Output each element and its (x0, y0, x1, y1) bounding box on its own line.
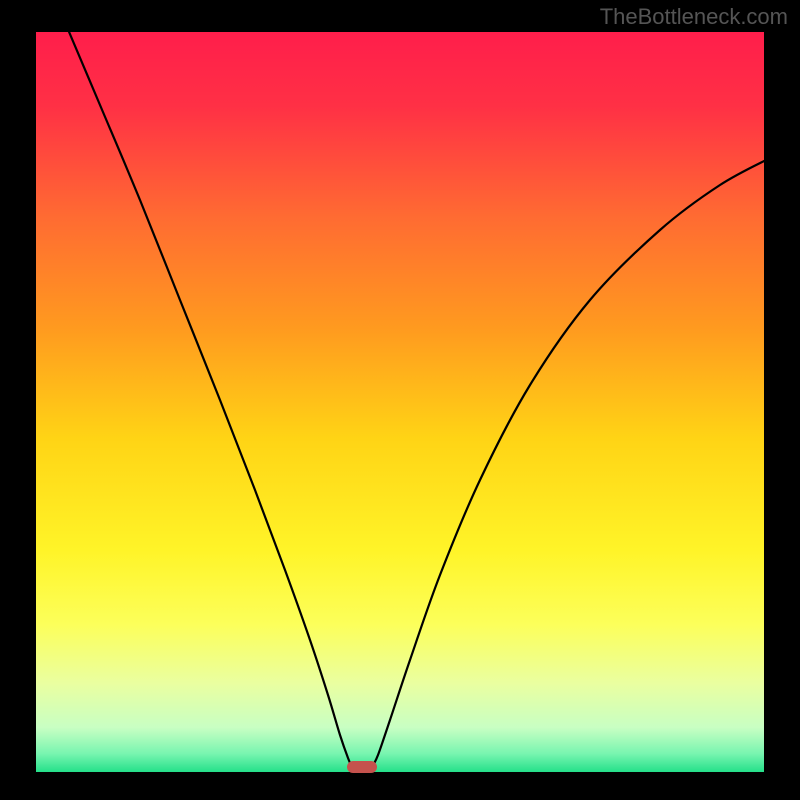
plot-background (36, 32, 764, 772)
watermark-text: TheBottleneck.com (600, 4, 788, 30)
bottleneck-chart (0, 0, 800, 800)
minimum-marker (347, 761, 377, 773)
